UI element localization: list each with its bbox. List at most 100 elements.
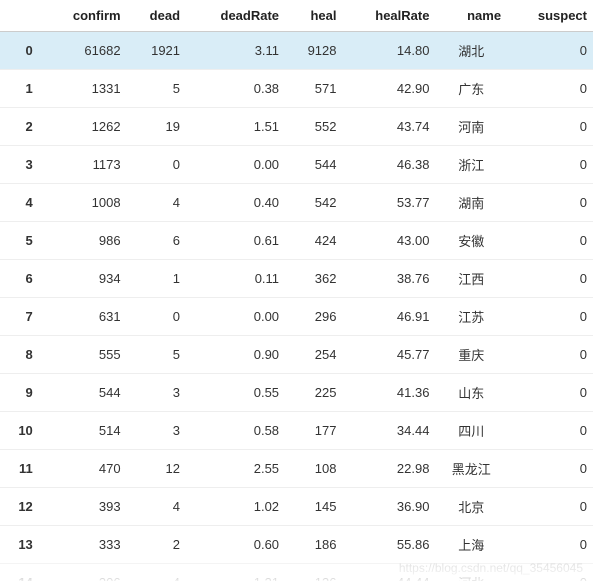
cell-dead: 0 bbox=[127, 298, 186, 336]
cell-heal: 544 bbox=[285, 146, 342, 184]
cell-heal: 145 bbox=[285, 488, 342, 526]
cell-idx: 12 bbox=[0, 488, 43, 526]
col-header-confirm: confirm bbox=[43, 0, 127, 32]
table-row: 855550.9025445.77重庆0 bbox=[0, 336, 593, 374]
table-row: 598660.6142443.00安徽0 bbox=[0, 222, 593, 260]
col-header-healRate: healRate bbox=[343, 0, 436, 32]
cell-name: 四川 bbox=[435, 412, 507, 450]
cell-suspect: 0 bbox=[507, 374, 593, 412]
cell-dead: 1 bbox=[127, 260, 186, 298]
cell-healRate: 42.90 bbox=[343, 70, 436, 108]
cell-confirm: 514 bbox=[43, 412, 127, 450]
cell-healRate: 43.74 bbox=[343, 108, 436, 146]
cell-deadRate: 1.02 bbox=[186, 488, 285, 526]
cell-name: 黑龙江 bbox=[435, 450, 507, 488]
col-header-deadRate: deadRate bbox=[186, 0, 285, 32]
cell-heal: 296 bbox=[285, 298, 342, 336]
cell-idx: 5 bbox=[0, 222, 43, 260]
table-header: confirm dead deadRate heal healRate name… bbox=[0, 0, 593, 32]
cell-heal: 542 bbox=[285, 184, 342, 222]
cell-healRate: 43.00 bbox=[343, 222, 436, 260]
cell-suspect: 0 bbox=[507, 450, 593, 488]
cell-confirm: 631 bbox=[43, 298, 127, 336]
cell-idx: 8 bbox=[0, 336, 43, 374]
cell-heal: 571 bbox=[285, 70, 342, 108]
table-row: 21262191.5155243.74河南0 bbox=[0, 108, 593, 146]
cell-idx: 11 bbox=[0, 450, 43, 488]
cell-name: 江西 bbox=[435, 260, 507, 298]
cell-heal: 254 bbox=[285, 336, 342, 374]
cell-healRate: 44.44 bbox=[343, 564, 436, 581]
cell-name: 广东 bbox=[435, 70, 507, 108]
cell-idx: 4 bbox=[0, 184, 43, 222]
cell-heal: 136 bbox=[285, 564, 342, 581]
cell-deadRate: 3.11 bbox=[186, 32, 285, 70]
cell-dead: 2 bbox=[127, 526, 186, 564]
cell-confirm: 1262 bbox=[43, 108, 127, 146]
cell-suspect: 0 bbox=[507, 222, 593, 260]
cell-confirm: 544 bbox=[43, 374, 127, 412]
col-header-heal: heal bbox=[285, 0, 342, 32]
col-header-index bbox=[0, 0, 43, 32]
cell-deadRate: 0.90 bbox=[186, 336, 285, 374]
cell-name: 浙江 bbox=[435, 146, 507, 184]
table-row: 1051430.5817734.44四川0 bbox=[0, 412, 593, 450]
cell-name: 河北 bbox=[435, 564, 507, 581]
cell-name: 上海 bbox=[435, 526, 507, 564]
cell-dead: 12 bbox=[127, 450, 186, 488]
cell-idx: 1 bbox=[0, 70, 43, 108]
cell-healRate: 14.80 bbox=[343, 32, 436, 70]
cell-dead: 3 bbox=[127, 374, 186, 412]
cell-idx: 2 bbox=[0, 108, 43, 146]
cell-suspect: 0 bbox=[507, 564, 593, 581]
cell-healRate: 36.90 bbox=[343, 488, 436, 526]
cell-confirm: 61682 bbox=[43, 32, 127, 70]
cell-healRate: 46.91 bbox=[343, 298, 436, 336]
table-row: 693410.1136238.76江西0 bbox=[0, 260, 593, 298]
table-row: 3117300.0054446.38浙江0 bbox=[0, 146, 593, 184]
table-row: 954430.5522541.36山东0 bbox=[0, 374, 593, 412]
cell-deadRate: 1.31 bbox=[186, 564, 285, 581]
cell-deadRate: 0.38 bbox=[186, 70, 285, 108]
col-header-suspect: suspect bbox=[507, 0, 593, 32]
cell-deadRate: 0.40 bbox=[186, 184, 285, 222]
table-row: 11470122.5510822.98黑龙江0 bbox=[0, 450, 593, 488]
cell-dead: 1921 bbox=[127, 32, 186, 70]
cell-idx: 10 bbox=[0, 412, 43, 450]
cell-suspect: 0 bbox=[507, 526, 593, 564]
cell-heal: 9128 bbox=[285, 32, 342, 70]
cell-confirm: 393 bbox=[43, 488, 127, 526]
cell-deadRate: 0.00 bbox=[186, 146, 285, 184]
cell-suspect: 0 bbox=[507, 488, 593, 526]
cell-suspect: 0 bbox=[507, 146, 593, 184]
table-body: 06168219213.11912814.80湖北01133150.385714… bbox=[0, 32, 593, 581]
cell-name: 重庆 bbox=[435, 336, 507, 374]
cell-deadRate: 1.51 bbox=[186, 108, 285, 146]
cell-confirm: 555 bbox=[43, 336, 127, 374]
cell-healRate: 41.36 bbox=[343, 374, 436, 412]
cell-suspect: 0 bbox=[507, 412, 593, 450]
cell-idx: 13 bbox=[0, 526, 43, 564]
cell-suspect: 0 bbox=[507, 70, 593, 108]
cell-confirm: 1008 bbox=[43, 184, 127, 222]
cell-suspect: 0 bbox=[507, 298, 593, 336]
cell-confirm: 986 bbox=[43, 222, 127, 260]
cell-confirm: 1331 bbox=[43, 70, 127, 108]
cell-heal: 186 bbox=[285, 526, 342, 564]
cell-name: 湖北 bbox=[435, 32, 507, 70]
cell-dead: 0 bbox=[127, 146, 186, 184]
table-row: 1133150.3857142.90广东0 bbox=[0, 70, 593, 108]
table-row: 06168219213.11912814.80湖北0 bbox=[0, 32, 593, 70]
cell-healRate: 55.86 bbox=[343, 526, 436, 564]
cell-deadRate: 0.00 bbox=[186, 298, 285, 336]
cell-heal: 424 bbox=[285, 222, 342, 260]
cell-deadRate: 0.60 bbox=[186, 526, 285, 564]
cell-name: 安徽 bbox=[435, 222, 507, 260]
table-row: 4100840.4054253.77湖南0 bbox=[0, 184, 593, 222]
cell-idx: 14 bbox=[0, 564, 43, 581]
cell-heal: 108 bbox=[285, 450, 342, 488]
table-row: 1430641.3113644.44河北0 bbox=[0, 564, 593, 581]
cell-deadRate: 2.55 bbox=[186, 450, 285, 488]
cell-name: 江苏 bbox=[435, 298, 507, 336]
cell-dead: 19 bbox=[127, 108, 186, 146]
